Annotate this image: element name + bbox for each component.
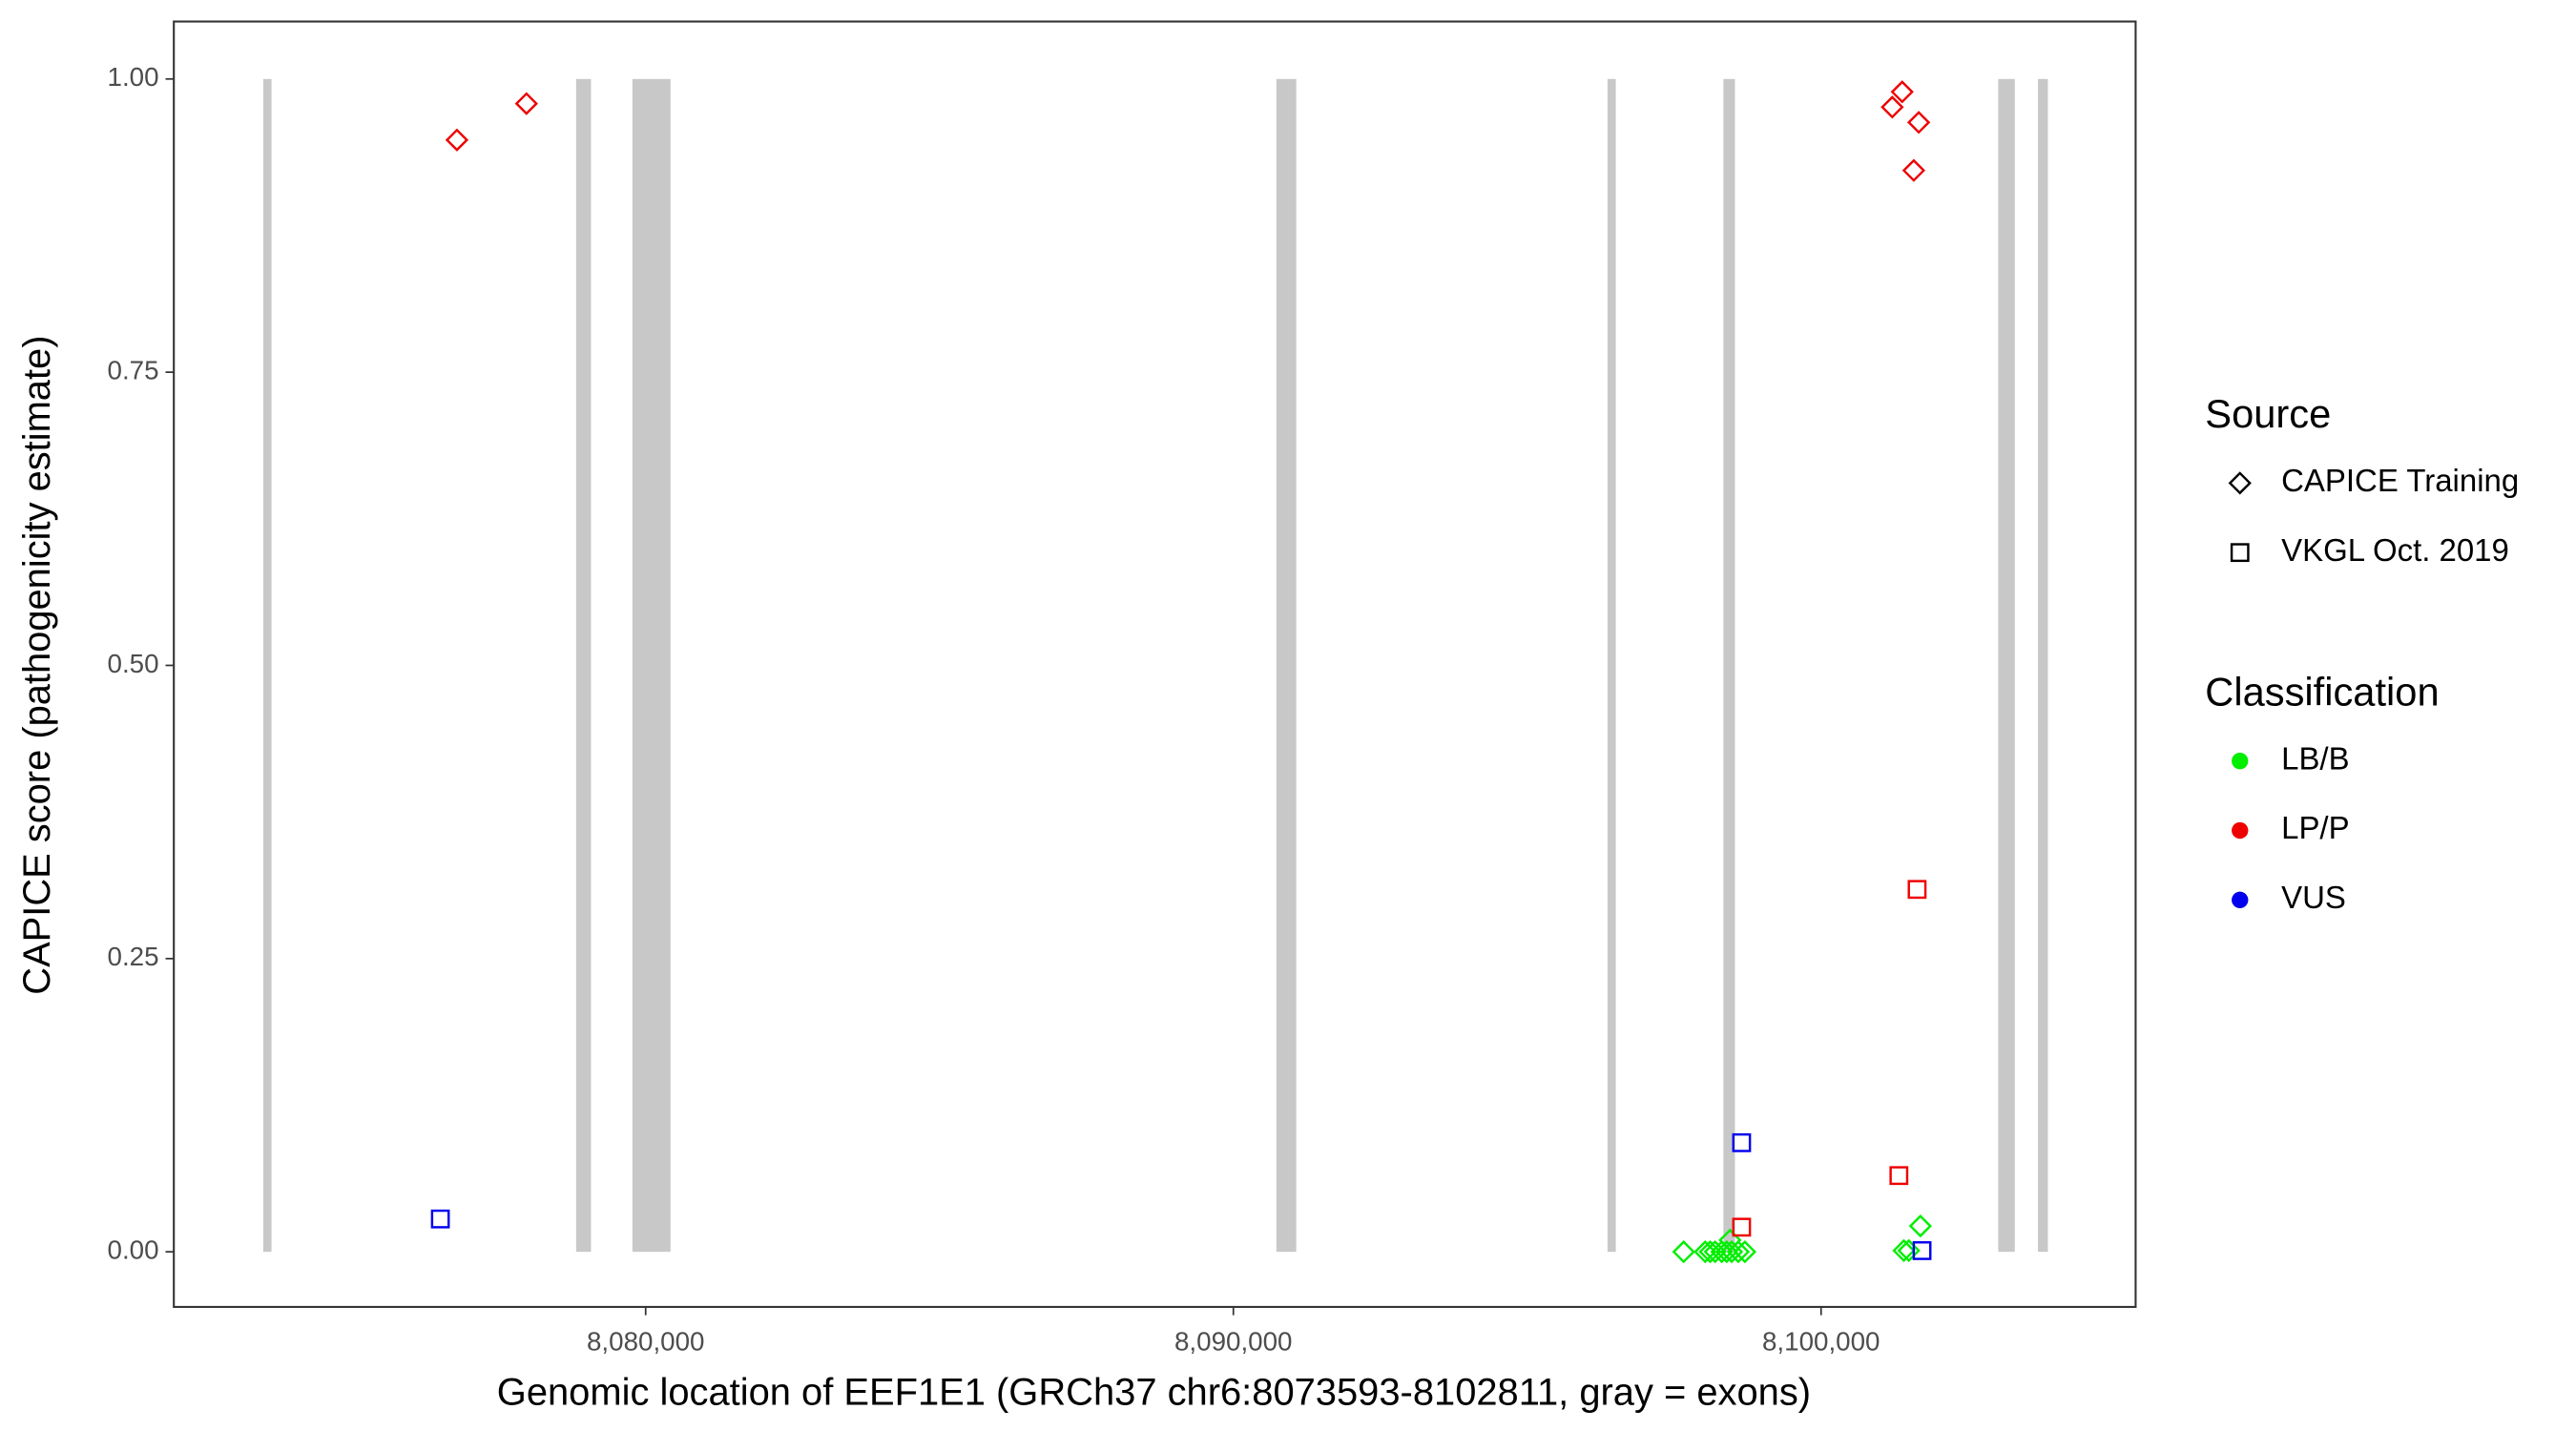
square-point — [1889, 1166, 1909, 1186]
diamond-point — [1733, 1240, 1757, 1264]
legend-label: VKGL Oct. 2019 — [2281, 532, 2509, 568]
legend-label: CAPICE Training — [2281, 463, 2519, 498]
diamond-point — [1672, 1240, 1695, 1264]
diamond-point — [1698, 1240, 1722, 1264]
legend-title: Source — [2205, 391, 2331, 436]
exon — [2038, 78, 2048, 1253]
x-tick-label: 8,100,000 — [1762, 1326, 1880, 1356]
diamond-point — [1880, 95, 1904, 119]
exon — [1607, 78, 1616, 1253]
y-tick-label: 1.00 — [108, 62, 159, 92]
legend-swatch — [2232, 753, 2249, 770]
exon — [632, 78, 671, 1253]
diamond-point — [1906, 111, 1931, 135]
x-tick-label: 8,090,000 — [1174, 1326, 1292, 1356]
diamond-point — [514, 92, 538, 115]
exon — [1998, 78, 2015, 1253]
y-tick-label: 0.50 — [108, 649, 159, 678]
square-point — [1907, 880, 1927, 900]
square-point — [1912, 1241, 1932, 1260]
diamond-point — [1901, 158, 1926, 182]
square-point — [430, 1209, 450, 1229]
legend-label: LP/P — [2281, 810, 2349, 845]
diamond-point — [1890, 80, 1914, 104]
diamond-point — [1908, 1213, 1932, 1238]
diamond-point — [1693, 1240, 1717, 1264]
exon — [575, 78, 592, 1253]
exon — [1276, 78, 1297, 1253]
square-point — [1732, 1217, 1752, 1237]
square-point — [2230, 543, 2250, 563]
plot-panel — [173, 20, 2137, 1308]
legend-title: Classification — [2205, 669, 2439, 714]
exon — [262, 78, 272, 1253]
legend-swatch — [2232, 821, 2249, 840]
diamond-point — [445, 128, 469, 152]
diamond-point — [1703, 1240, 1727, 1264]
square-point — [1732, 1132, 1752, 1152]
y-axis-title: CAPICE score (pathogenicity estimate) — [16, 335, 58, 994]
diamond-point — [1718, 1228, 1742, 1252]
y-tick-label: 0.25 — [108, 942, 159, 971]
legend-label: VUS — [2281, 880, 2346, 915]
diamond-point — [1892, 1238, 1916, 1263]
diamond-point — [1897, 1238, 1921, 1263]
x-tick-label: 8,080,000 — [587, 1326, 704, 1356]
legend-label: LB/B — [2281, 740, 2349, 776]
y-tick-label: 0.75 — [108, 355, 159, 384]
y-tick-label: 0.00 — [108, 1234, 159, 1264]
legend-swatch — [2232, 891, 2249, 909]
diamond-point — [2228, 471, 2252, 495]
x-axis-title: Genomic location of EEF1E1 (GRCh37 chr6:… — [497, 1371, 1811, 1413]
exon — [1723, 78, 1735, 1253]
